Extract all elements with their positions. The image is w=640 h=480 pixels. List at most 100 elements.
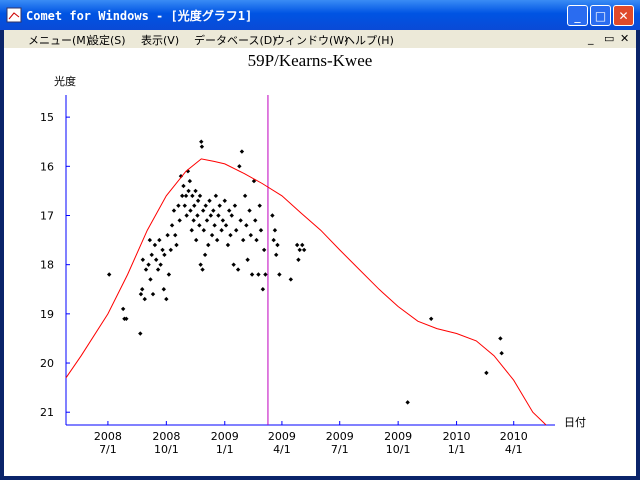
x-tick-label: 2009 — [326, 430, 354, 443]
mdi-minimize[interactable]: _ — [588, 32, 594, 45]
x-tick-label: 7/1 — [99, 443, 117, 456]
x-tick-label: 7/1 — [331, 443, 349, 456]
data-point — [120, 306, 126, 312]
data-point — [192, 203, 197, 208]
data-point — [185, 169, 191, 174]
data-point — [106, 272, 112, 277]
data-point — [245, 257, 250, 262]
y-tick-label: 16 — [40, 160, 54, 173]
data-point — [294, 242, 300, 248]
data-point — [168, 247, 173, 253]
y-tick-label: 20 — [40, 357, 54, 370]
data-point — [200, 208, 206, 213]
data-point — [171, 208, 177, 213]
y-tick-label: 15 — [40, 111, 54, 124]
menu-item[interactable]: 設定(S) — [88, 34, 126, 47]
data-point — [244, 223, 249, 228]
data-point — [165, 232, 170, 238]
data-point — [209, 232, 215, 238]
data-point — [301, 247, 307, 253]
data-point — [216, 213, 221, 218]
data-point — [124, 316, 129, 321]
y-tick-label: 21 — [40, 406, 54, 419]
window-title: Comet for Windows - [光度グラフ1] — [26, 9, 253, 23]
fit-curve — [65, 158, 547, 426]
data-point — [176, 203, 181, 208]
y-axis-label: 光度 — [54, 74, 76, 88]
data-point — [177, 218, 182, 223]
data-point — [288, 277, 294, 282]
title-bar: Comet for Windows - [光度グラフ1] _ □ ✕ — [0, 0, 640, 30]
data-point — [164, 296, 169, 302]
x-tick-label: 2009 — [268, 430, 296, 443]
menu-item[interactable]: 表示(V) — [141, 34, 180, 47]
minimize-button[interactable]: _ — [567, 5, 588, 26]
data-point — [238, 218, 243, 223]
x-tick-label: 2010 — [500, 430, 528, 443]
data-point — [275, 242, 280, 248]
data-point — [155, 267, 161, 272]
data-point — [190, 193, 195, 199]
maximize-button[interactable]: □ — [590, 5, 611, 26]
data-point — [199, 144, 205, 149]
data-point — [222, 198, 227, 203]
data-point — [254, 237, 259, 243]
x-tick-label: 4/1 — [273, 443, 291, 456]
y-tick-label: 18 — [40, 259, 54, 272]
data-point — [220, 218, 226, 223]
chart: 59P/Kearns-Kwee 光度 日付 15 16 17 18 19 20 21 2008… — [40, 51, 586, 456]
data-point — [206, 242, 211, 248]
data-point — [271, 237, 276, 243]
menu-item[interactable]: ウィンドウ(W) — [274, 34, 349, 47]
data-point — [174, 242, 179, 248]
menu-bar: メニュー(M) 設定(S) 表示(V) データベース(D) ウィンドウ(W) ヘ… — [4, 30, 636, 48]
data-point — [181, 183, 186, 189]
data-point — [152, 242, 158, 248]
data-point — [227, 208, 232, 213]
y-tick-label: 19 — [40, 308, 54, 321]
data-point — [212, 223, 217, 228]
data-point — [180, 193, 185, 199]
data-point — [142, 296, 147, 302]
data-point — [191, 218, 196, 223]
menu-item[interactable]: データベース(D) — [194, 34, 277, 47]
data-point — [235, 267, 241, 272]
mdi-close[interactable]: ✕ — [620, 32, 630, 45]
data-point — [240, 237, 246, 243]
data-point — [428, 316, 434, 321]
data-point — [204, 218, 210, 223]
data-point — [274, 252, 279, 258]
data-point — [208, 213, 213, 218]
y-tick-label: 17 — [40, 209, 54, 222]
data-point — [189, 228, 194, 233]
data-point — [484, 370, 489, 376]
data-point — [147, 237, 153, 243]
data-point — [207, 198, 212, 203]
close-button[interactable]: ✕ — [613, 5, 634, 26]
data-point — [160, 247, 165, 253]
menu-item[interactable]: ヘルプ(H) — [344, 34, 394, 47]
data-point — [157, 237, 162, 243]
data-point — [498, 336, 503, 341]
data-point — [228, 232, 233, 238]
data-point — [197, 223, 202, 228]
data-point — [173, 232, 178, 238]
menu-item[interactable]: メニュー(M) — [28, 34, 91, 47]
data-point — [140, 257, 146, 262]
data-point — [178, 173, 184, 179]
x-tick-label: 10/1 — [386, 443, 411, 456]
x-tick-label: 2010 — [443, 430, 471, 443]
client-area: 59P/Kearns-Kwee 光度 日付 15 16 17 18 19 20 21 2008… — [4, 48, 636, 476]
data-point — [270, 213, 275, 218]
data-point — [296, 257, 301, 262]
data-point — [253, 218, 258, 223]
data-point — [499, 350, 504, 356]
x-tick-label: 2008 — [94, 430, 122, 443]
data-point — [200, 267, 205, 272]
data-point — [148, 277, 153, 282]
mdi-restore[interactable]: ▭ — [604, 32, 615, 45]
data-point — [247, 208, 252, 213]
data-point — [272, 228, 278, 233]
data-point — [277, 272, 282, 277]
